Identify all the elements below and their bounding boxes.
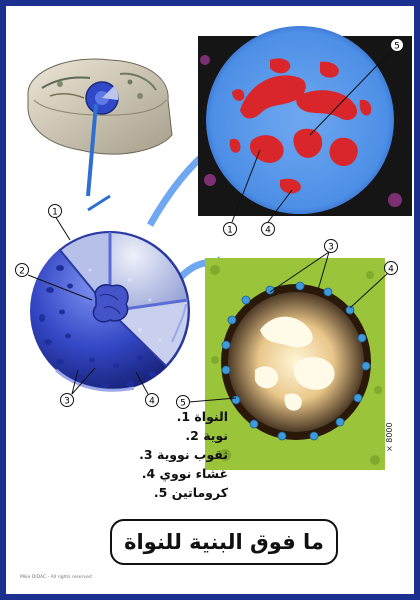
- callout-7: 4: [262, 223, 275, 236]
- svg-text:1: 1: [227, 226, 233, 236]
- callout-2: 2: [16, 264, 29, 277]
- legend-number: 3.: [133, 445, 153, 464]
- callout-3: 3: [61, 394, 74, 407]
- legend-number: 5.: [147, 483, 167, 502]
- legend-label: غشاء نووي: [160, 466, 228, 481]
- callout-8: 3: [325, 240, 338, 253]
- title-box: ما فوق البنية للنواة: [110, 519, 338, 565]
- callout-5: 5: [391, 39, 404, 52]
- em-image-bottom: [205, 258, 385, 470]
- callout-6: 1: [224, 223, 237, 236]
- page-title: ما فوق البنية للنواة: [124, 530, 324, 554]
- svg-text:4: 4: [149, 397, 155, 407]
- callout-4: 4: [146, 394, 159, 407]
- svg-text:1: 1: [52, 208, 58, 218]
- magnification-label: × 8000: [385, 422, 394, 452]
- svg-text:3: 3: [64, 397, 70, 407]
- legend-item: كروماتين 5.: [88, 483, 228, 502]
- em-image-top: [198, 26, 412, 216]
- nucleus-sphere: [30, 231, 190, 391]
- legend-label: النواة: [194, 409, 228, 424]
- cell-illustration: [28, 59, 172, 154]
- copyright-text: Mike DIDAC - All rights reserved: [20, 575, 92, 580]
- legend-item: غشاء نووي 4.: [88, 464, 228, 483]
- callout-1: 1: [49, 205, 62, 218]
- legend-number: 2.: [179, 426, 199, 445]
- svg-text:4: 4: [388, 265, 394, 275]
- svg-text:4: 4: [265, 226, 271, 236]
- legend-item: النواة 1.: [88, 407, 228, 426]
- legend-number: 4.: [135, 464, 155, 483]
- legend-label: نوية: [203, 428, 228, 443]
- legend-item: ثقوب نووية 3.: [88, 445, 228, 464]
- legend-label: ثقوب نووية: [157, 447, 228, 462]
- legend: النواة 1. نوية 2. ثقوب نووية 3. غشاء نووي 4…: [88, 407, 228, 502]
- svg-text:5: 5: [394, 42, 400, 52]
- legend-item: نوية 2.: [88, 426, 228, 445]
- legend-number: 1.: [170, 407, 190, 426]
- svg-text:2: 2: [19, 267, 25, 277]
- callout-9: 4: [385, 262, 398, 275]
- svg-text:3: 3: [328, 243, 334, 253]
- legend-label: كروماتين: [172, 485, 228, 500]
